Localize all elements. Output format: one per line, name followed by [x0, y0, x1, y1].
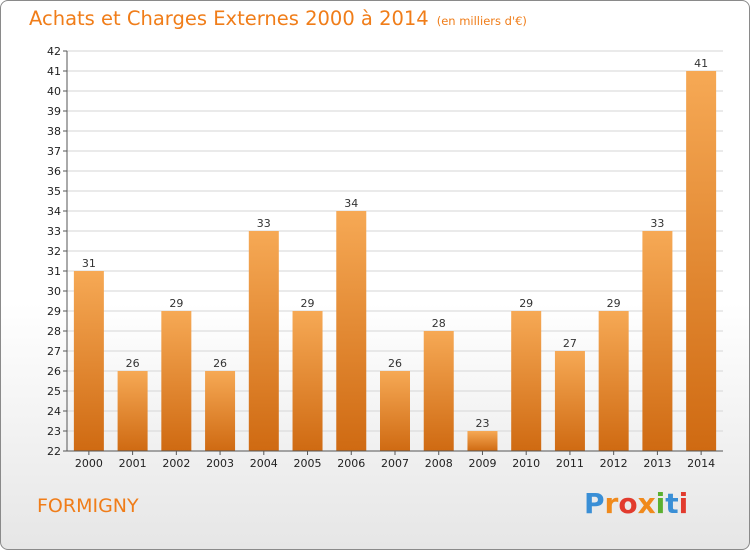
x-tick-label: 2009 — [468, 457, 496, 470]
x-tick-label: 2010 — [512, 457, 540, 470]
logo-letter: o — [618, 487, 638, 520]
y-tick-label: 31 — [47, 265, 61, 278]
logo-letter: i — [678, 487, 689, 520]
bar-2012 — [598, 311, 629, 451]
data-label-2001: 26 — [126, 357, 140, 370]
bar-2011 — [554, 351, 585, 451]
y-tick-label: 38 — [47, 125, 61, 138]
x-tick-label: 2003 — [206, 457, 234, 470]
tick-labels: 22 23 24 25 26 27 28 29 30 31 32 33 34 35 36 37 38 39 40 41… — [47, 45, 715, 470]
data-label-2014: 41 — [694, 57, 708, 70]
y-tick-label: 41 — [47, 65, 61, 78]
y-tick-label: 27 — [47, 345, 61, 358]
y-tick-label: 22 — [47, 445, 61, 458]
x-tick-label: 2013 — [643, 457, 671, 470]
data-label-2007: 26 — [388, 357, 402, 370]
y-tick-label: 33 — [47, 225, 61, 238]
bar-2009 — [467, 431, 498, 451]
bar-2003 — [205, 371, 236, 451]
bar-2006 — [336, 211, 367, 451]
chart-title-text: Achats et Charges Externes 2000 à 2014 — [29, 7, 429, 30]
commune-name: FORMIGNY — [37, 495, 139, 517]
y-tick-label: 42 — [47, 45, 61, 58]
data-label-2010: 29 — [519, 297, 533, 310]
chart-unit-note: (en milliers d'€) — [436, 14, 527, 28]
bar-2014 — [686, 71, 717, 451]
x-tick-label: 2004 — [250, 457, 278, 470]
logo-letter: i — [655, 487, 666, 520]
data-label-2003: 26 — [213, 357, 227, 370]
y-tick-label: 36 — [47, 165, 61, 178]
y-tick-label: 23 — [47, 425, 61, 438]
y-tick-label: 32 — [47, 245, 61, 258]
y-tick-label: 37 — [47, 145, 61, 158]
data-label-2011: 27 — [563, 337, 577, 350]
bar-2008 — [423, 331, 454, 451]
x-tick-label: 2007 — [381, 457, 409, 470]
bar-2010 — [511, 311, 542, 451]
data-label-2005: 29 — [301, 297, 315, 310]
data-label-2000: 31 — [82, 257, 96, 270]
x-tick-label: 2014 — [687, 457, 715, 470]
chart-title: Achats et Charges Externes 2000 à 2014 (e… — [29, 7, 527, 30]
data-label-2004: 33 — [257, 217, 271, 230]
y-tick-label: 26 — [47, 365, 61, 378]
bar-2000 — [73, 271, 104, 451]
y-tick-label: 24 — [47, 405, 61, 418]
bars — [73, 71, 717, 451]
y-tick-label: 34 — [47, 205, 61, 218]
y-tick-label: 35 — [47, 185, 61, 198]
proxiti-logo: Proxiti — [584, 487, 688, 520]
data-label-2006: 34 — [344, 197, 358, 210]
y-tick-label: 29 — [47, 305, 61, 318]
data-label-2013: 33 — [650, 217, 664, 230]
data-label-2008: 28 — [432, 317, 446, 330]
axes — [63, 50, 723, 455]
x-tick-label: 2012 — [600, 457, 628, 470]
data-label-2012: 29 — [607, 297, 621, 310]
bar-2013 — [642, 231, 673, 451]
y-tick-label: 30 — [47, 285, 61, 298]
logo-letter: t — [665, 487, 679, 520]
bar-2001 — [117, 371, 148, 451]
bar-2007 — [380, 371, 410, 451]
x-tick-label: 2001 — [119, 457, 147, 470]
bar-2005 — [292, 311, 323, 451]
x-tick-label: 2006 — [337, 457, 365, 470]
data-label-2002: 29 — [169, 297, 183, 310]
y-tick-label: 39 — [47, 105, 61, 118]
x-tick-label: 2005 — [294, 457, 322, 470]
x-tick-label: 2000 — [75, 457, 103, 470]
bar-2002 — [161, 311, 192, 451]
y-tick-label: 25 — [47, 385, 61, 398]
data-label-2009: 23 — [475, 417, 489, 430]
y-tick-label: 40 — [47, 85, 61, 98]
logo-letter: r — [604, 487, 619, 520]
x-tick-label: 2008 — [425, 457, 453, 470]
logo-letter: x — [637, 487, 656, 520]
x-tick-label: 2002 — [162, 457, 190, 470]
y-tick-label: 28 — [47, 325, 61, 338]
bar-2004 — [248, 231, 279, 451]
logo-letter: P — [584, 487, 605, 520]
x-tick-label: 2011 — [556, 457, 584, 470]
